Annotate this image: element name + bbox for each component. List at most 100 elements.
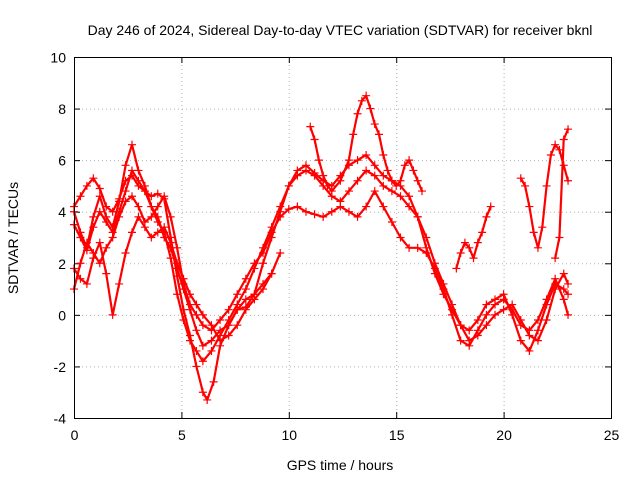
data-point xyxy=(387,187,396,196)
data-point xyxy=(344,156,353,165)
data-point xyxy=(482,321,491,330)
data-point xyxy=(284,205,293,214)
data-point xyxy=(102,212,111,221)
data-point xyxy=(310,135,319,144)
data-point xyxy=(89,212,98,221)
data-point xyxy=(310,171,319,180)
data-point xyxy=(127,140,136,149)
data-point xyxy=(362,91,371,100)
data-point xyxy=(559,269,568,278)
data-point xyxy=(185,290,194,299)
data-point xyxy=(147,202,156,211)
data-point xyxy=(375,130,384,139)
data-point xyxy=(387,218,396,227)
data-point xyxy=(452,264,461,273)
data-point xyxy=(207,321,216,330)
data-point xyxy=(559,135,568,144)
data-point xyxy=(115,197,124,206)
data-point xyxy=(533,316,542,325)
tick-labels: 0 5 10 15 20 25 -4 -2 0 2 4 6 8 10 xyxy=(50,50,619,444)
y-tick-label: -2 xyxy=(54,359,67,375)
data-point xyxy=(179,316,188,325)
data-point xyxy=(314,156,323,165)
data-point xyxy=(76,274,85,283)
data-point xyxy=(559,295,568,304)
data-point xyxy=(216,336,225,345)
data-point xyxy=(327,187,336,196)
data-point xyxy=(413,176,422,185)
data-point xyxy=(413,212,422,221)
data-point xyxy=(207,336,216,345)
data-point xyxy=(192,326,201,335)
data-point xyxy=(344,207,353,216)
x-tick-label: 20 xyxy=(496,427,512,443)
data-point xyxy=(293,171,302,180)
series-trace-8 xyxy=(516,140,573,252)
data-point xyxy=(521,181,530,190)
data-point xyxy=(95,184,104,193)
data-point xyxy=(353,212,362,221)
series-line xyxy=(309,94,424,193)
data-point xyxy=(259,248,268,257)
data-series xyxy=(70,91,573,404)
data-point xyxy=(160,192,169,201)
data-point xyxy=(108,223,117,232)
data-point xyxy=(396,233,405,242)
data-point xyxy=(413,243,422,252)
data-point xyxy=(301,207,310,216)
data-point xyxy=(473,326,482,335)
data-point xyxy=(185,305,194,314)
data-point xyxy=(198,357,207,366)
data-point xyxy=(336,202,345,211)
data-point xyxy=(192,346,201,355)
data-point xyxy=(525,346,534,355)
data-point xyxy=(555,145,564,154)
series-trace-9 xyxy=(551,125,573,263)
data-point xyxy=(102,269,111,278)
data-point xyxy=(465,243,474,252)
data-point xyxy=(198,321,207,330)
data-point xyxy=(430,264,439,273)
data-point xyxy=(508,305,517,314)
data-point xyxy=(482,310,491,319)
data-point xyxy=(89,174,98,183)
data-point xyxy=(353,156,362,165)
series-line xyxy=(72,190,570,347)
data-point xyxy=(456,336,465,345)
data-point xyxy=(353,176,362,185)
data-point xyxy=(529,228,538,237)
series-line xyxy=(554,128,570,260)
data-point xyxy=(121,161,130,170)
data-point xyxy=(525,202,534,211)
data-point xyxy=(76,259,85,268)
data-point xyxy=(551,274,560,283)
data-point xyxy=(409,166,418,175)
data-point xyxy=(134,176,143,185)
data-point xyxy=(499,295,508,304)
data-point xyxy=(233,290,242,299)
data-point xyxy=(486,202,495,211)
data-point xyxy=(417,187,426,196)
x-tick-label: 0 xyxy=(71,427,79,443)
y-tick-label: 4 xyxy=(58,204,66,220)
data-point xyxy=(115,279,124,288)
data-point xyxy=(319,171,328,180)
data-point xyxy=(192,300,201,309)
data-point xyxy=(542,295,551,304)
data-point xyxy=(185,336,194,345)
data-point xyxy=(362,150,371,159)
data-point xyxy=(379,171,388,180)
data-point xyxy=(301,166,310,175)
data-point xyxy=(259,259,268,268)
data-point xyxy=(460,238,469,247)
data-point xyxy=(439,285,448,294)
data-point xyxy=(491,310,500,319)
data-point xyxy=(349,130,358,139)
data-point xyxy=(542,181,551,190)
y-tick-label: -4 xyxy=(54,411,67,427)
data-point xyxy=(134,166,143,175)
data-point xyxy=(499,305,508,314)
data-point xyxy=(134,202,143,211)
data-point xyxy=(233,321,242,330)
